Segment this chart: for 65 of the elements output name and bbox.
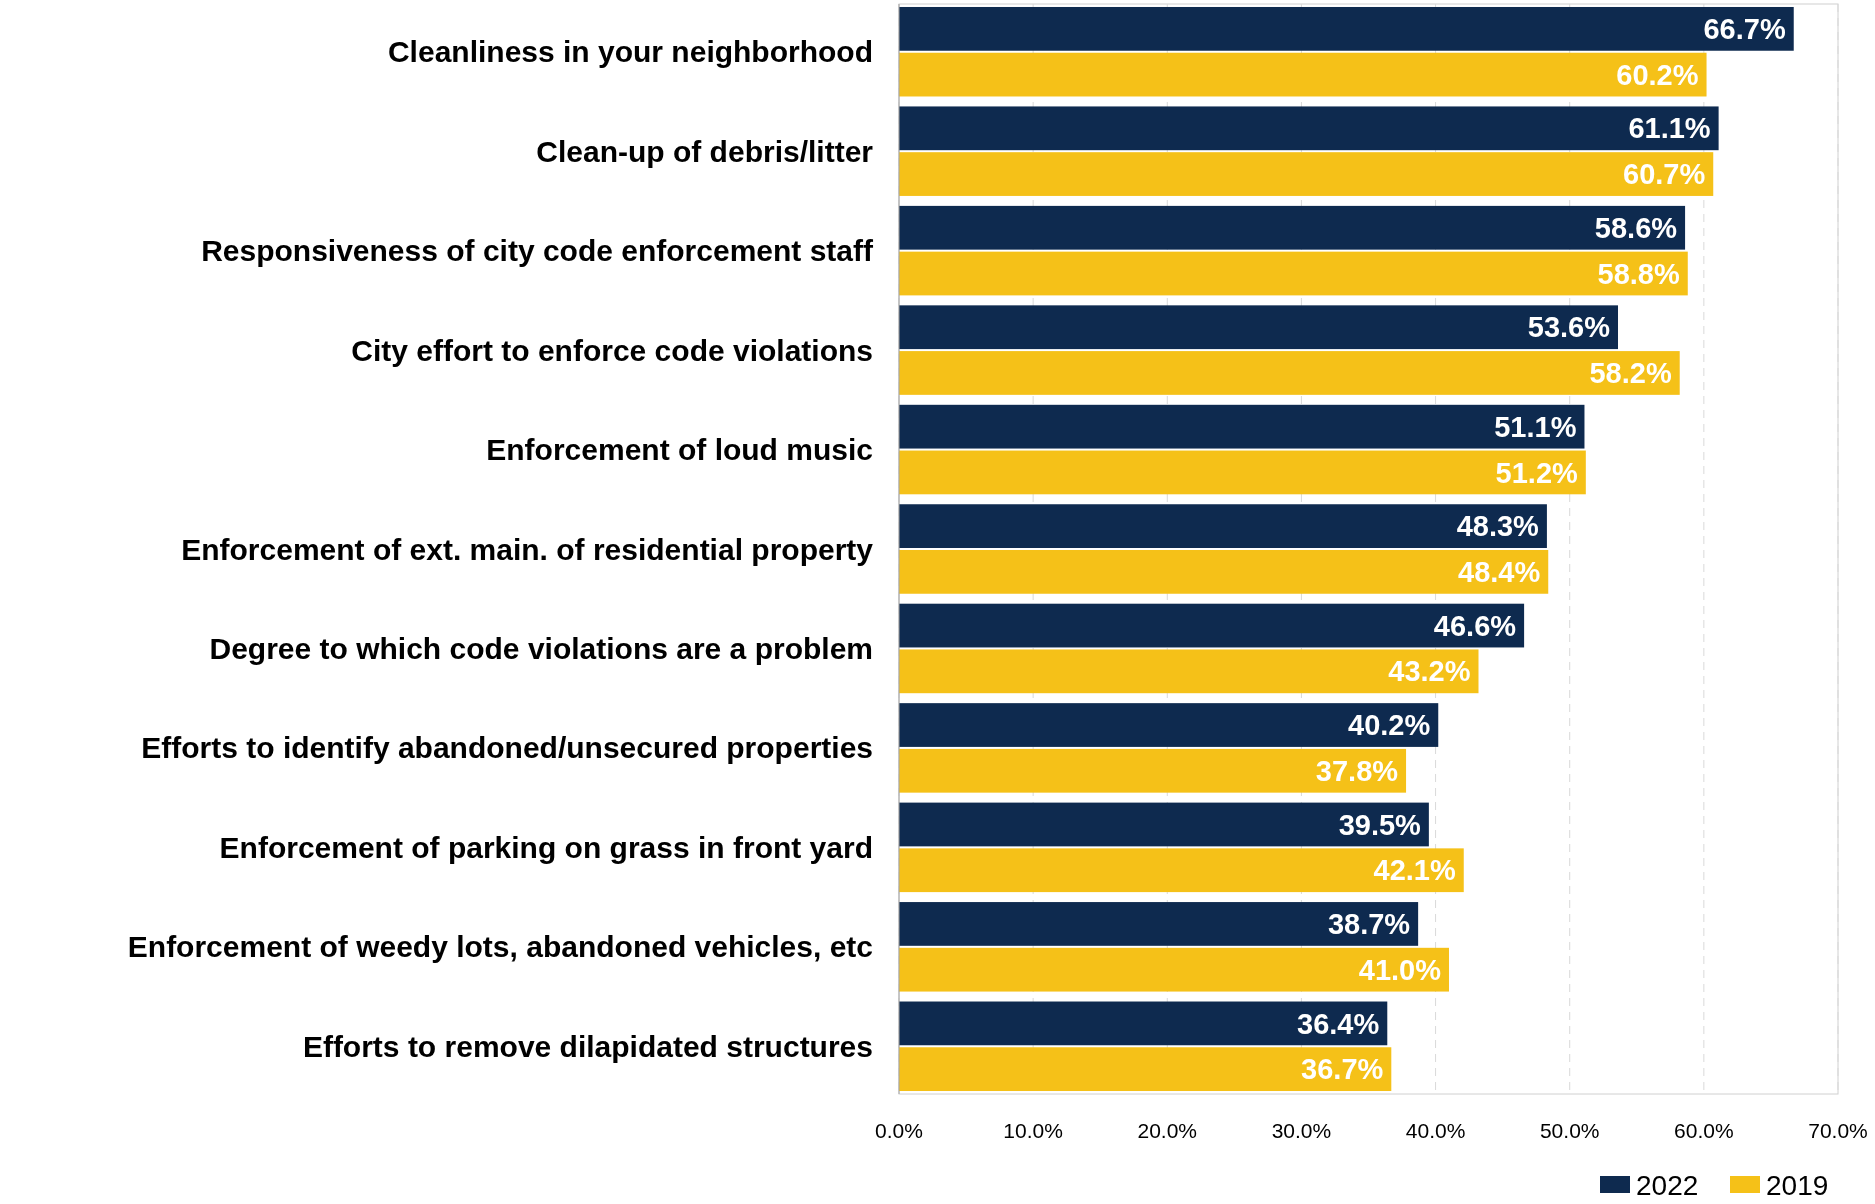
bar — [899, 351, 1680, 395]
bar — [899, 802, 1429, 847]
y-tick-label: Degree to which code violations are a problem — [209, 631, 873, 665]
data-label: 51.1% — [1494, 410, 1577, 443]
bar — [899, 1047, 1392, 1092]
bar — [899, 106, 1719, 151]
data-label: 58.8% — [1597, 257, 1680, 290]
x-tick-label: 10.0% — [1003, 1119, 1063, 1143]
bar — [899, 649, 1479, 694]
bar — [899, 902, 1419, 946]
data-label: 37.8% — [1315, 754, 1399, 787]
bar — [899, 748, 1407, 793]
data-label: 41.0% — [1358, 953, 1442, 986]
legend-label: 2019 — [1766, 1169, 1829, 1201]
y-tick-label: Cleanliness in your neighborhood — [387, 35, 873, 69]
y-tick-label: Efforts to identify abandoned/unsecured properties — [141, 731, 873, 765]
bar — [899, 504, 1547, 548]
bar — [899, 603, 1525, 648]
data-label: 46.6% — [1433, 609, 1517, 642]
bar — [899, 152, 1714, 196]
data-label: 51.2% — [1495, 456, 1579, 489]
y-tick-label: Clean-up of debris/litter — [536, 134, 874, 168]
bar — [899, 404, 1585, 449]
data-label: 61.1% — [1628, 112, 1711, 145]
data-label: 48.4% — [1458, 556, 1541, 589]
data-label: 38.7% — [1327, 908, 1411, 941]
data-label: 39.5% — [1338, 808, 1422, 841]
x-tick-label: 60.0% — [1674, 1119, 1734, 1143]
y-tick-label: Enforcement of ext. main. of residential property — [181, 532, 874, 566]
y-tick-label: Enforcement of weedy lots, abandoned vehicles, etc — [127, 930, 873, 964]
bar — [899, 52, 1707, 97]
x-tick-label: 40.0% — [1405, 1119, 1466, 1143]
data-label: 66.7% — [1703, 13, 1786, 46]
bar — [899, 1001, 1388, 1046]
bar — [899, 703, 1439, 747]
data-label: 36.4% — [1297, 1007, 1380, 1040]
bar — [899, 251, 1688, 296]
bar — [899, 550, 1549, 594]
y-tick-label: Responsiveness of city code enforcement staff — [201, 234, 874, 268]
y-tick-label: City effort to enforce code violations — [351, 333, 873, 367]
data-label: 58.2% — [1589, 357, 1672, 390]
data-label: 36.7% — [1301, 1053, 1384, 1086]
data-label: 53.6% — [1527, 311, 1611, 344]
x-tick-label: 50.0% — [1539, 1119, 1600, 1143]
x-tick-label: 0.0% — [875, 1119, 923, 1143]
data-label: 58.6% — [1594, 211, 1678, 244]
bar — [899, 848, 1464, 893]
y-tick-label: Enforcement of loud music — [486, 433, 873, 467]
bar — [899, 305, 1619, 350]
data-label: 60.7% — [1623, 158, 1706, 191]
bar — [899, 947, 1449, 992]
legend-label: 2022 — [1636, 1169, 1699, 1201]
x-tick-label: 30.0% — [1271, 1119, 1332, 1143]
bar — [899, 6, 1794, 51]
data-label: 60.2% — [1616, 58, 1699, 91]
y-tick-label: Efforts to remove dilapidated structures — [302, 1029, 873, 1063]
bar — [899, 450, 1586, 495]
x-tick-label: 20.0% — [1137, 1119, 1198, 1143]
data-label: 40.2% — [1348, 709, 1431, 742]
data-label: 42.1% — [1373, 854, 1456, 887]
data-label: 48.3% — [1456, 510, 1540, 543]
data-label: 43.2% — [1388, 655, 1471, 688]
bar — [899, 205, 1686, 250]
x-tick-label: 70.0% — [1808, 1119, 1868, 1143]
y-tick-label: Enforcement of parking on grass in front yard — [219, 830, 873, 864]
